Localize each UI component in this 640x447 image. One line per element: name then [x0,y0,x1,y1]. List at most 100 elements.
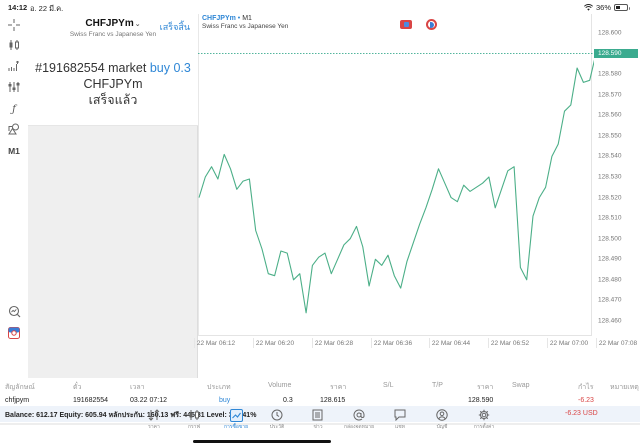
chat-icon [382,408,418,422]
symbol-description: Swiss Franc vs Japanese Yen [69,31,157,38]
done-button[interactable]: เสร็จสิ้น [159,22,190,32]
quick-buy-button[interactable] [426,19,437,30]
quick-sell-button[interactable] [400,20,412,29]
cell-symbol: chfjpym [5,397,30,404]
price-axis-label: 128.570 [598,91,622,99]
buy-icon [430,22,434,28]
time-axis[interactable]: 22 Mar 06:12 22 Mar 06:20 22 Mar 06:28 22 M… [194,338,640,350]
time-axis-label: 22 Mar 06:44 [431,340,471,347]
indicators-button[interactable] [4,57,24,75]
tab-history[interactable]: ประวัติ [259,408,295,431]
settings-icon [466,408,502,422]
symbol-selector[interactable]: CHFJPYm⌄ [28,18,198,29]
price-axis-label: 128.460 [598,317,622,325]
price-axis-label: 128.550 [598,132,622,140]
chart-plot-area[interactable] [198,14,592,336]
chart-timeframe: M1 [242,15,252,22]
tab-label: กล่องจดหมาย [343,424,375,430]
chart-icon [176,408,212,422]
cell-open-price: 128.615 [320,397,346,404]
account-icon [424,408,460,422]
order-status-text: เสร็จแล้ว [88,93,138,107]
timeframe-button[interactable]: M1 [8,146,20,156]
bottom-tab-bar: ราคา กราฟ การซื้อขาย ประวัติ ข่าว กล่องจดหมาย… [0,404,640,447]
tab-settings[interactable]: การตั้งค่า [466,408,502,431]
time-axis-tick [194,338,195,348]
quotes-icon [136,408,172,422]
price-chart[interactable]: CHFJPYm • M1 Swiss Franc vs Japanese Yen… [194,14,640,350]
price-axis-label: 128.600 [598,29,622,37]
history-icon [259,408,295,422]
chart-search-button[interactable] [4,302,24,320]
trade-result-card: CHFJPYm⌄ เสร็จสิ้น Swiss Franc vs Japane… [28,14,198,126]
column-header[interactable]: ราคา [477,384,494,391]
time-axis-tick [253,338,254,348]
column-header[interactable]: Swap [512,382,530,389]
column-header[interactable]: ตั๋ว [73,384,82,391]
tab-label: แชท [395,424,405,430]
table-row[interactable]: chfjpym 191682554 03.22 07:12 buy 0.3 12… [0,393,640,408]
column-header[interactable]: ราคา [330,384,347,391]
trade-icon [218,408,254,422]
time-axis-label: 22 Mar 06:20 [255,340,295,347]
divider [0,423,640,425]
tab-label: บัญชี [436,424,448,430]
price-polyline [198,59,594,314]
order-ticket-text: #191682554 market [35,61,147,75]
time-axis-label: 22 Mar 07:00 [549,340,589,347]
time-axis-label: 22 Mar 06:36 [373,340,413,347]
column-header[interactable]: ประเภท [207,384,231,391]
price-axis-label: 128.490 [598,255,622,263]
tab-account[interactable]: บัญชี [424,408,460,431]
total-profit: -6.23 USD [565,410,598,417]
tab-quotes[interactable]: ราคา [136,408,172,431]
one-click-trading-button[interactable] [4,324,24,342]
price-line [198,53,594,314]
status-right: 36% [584,3,630,12]
column-header[interactable]: หมายเหตุ [610,384,639,391]
price-axis-label: 128.480 [598,276,622,284]
one-click-trading-icon [8,327,20,339]
crosshair-button[interactable] [4,16,24,34]
function-icon[interactable]: ƒ [12,103,16,115]
chart-settings-button[interactable] [4,78,24,96]
price-axis-label: 128.470 [598,296,622,304]
chart-type-button[interactable] [4,36,24,54]
tab-label: ประวัติ [269,424,285,430]
column-header[interactable]: Volume [268,382,292,389]
objects-button[interactable] [4,120,24,138]
tab-trade[interactable]: การซื้อขาย [218,408,254,431]
tab-label: ข่าว [313,424,323,430]
tab-label: การตั้งค่า [473,424,495,430]
home-indicator[interactable] [193,440,331,443]
cell-ticket: 191682554 [73,397,109,404]
price-axis-label: 128.530 [598,173,622,181]
price-axis-label: 128.510 [598,214,622,222]
account-summary-bar: Balance: 612.17 Equity: 605.94 หลักประกั… [0,406,640,422]
time-axis-tick [596,338,597,348]
time-axis-label: 22 Mar 06:28 [314,340,354,347]
tab-chat[interactable]: แชท [382,408,418,431]
column-header[interactable]: T/P [432,382,443,389]
chart-description: Swiss Franc vs Japanese Yen [202,23,289,30]
time-axis-label: 22 Mar 07:08 [598,340,638,347]
trade-table: สัญลักษณ์ ตั๋ว เวลา ประเภท Volume ราคา S/L T/P ร… [0,378,640,408]
time-axis-tick [429,338,430,348]
tab-chart[interactable]: กราฟ [176,408,212,431]
price-axis[interactable]: 128.590 128.600 128.580 128.570 128.560 128.… [594,14,640,336]
tab-news[interactable]: ข่าว [300,408,336,431]
column-header[interactable]: สัญลักษณ์ [5,384,35,391]
column-header[interactable]: เวลา [130,384,145,391]
column-header[interactable]: S/L [383,382,394,389]
tab-mailbox[interactable]: กล่องจดหมาย [341,408,377,431]
crosshair-icon [8,19,20,31]
cell-profit: -6.23 [578,397,594,404]
trade-result-message: #191682554 market buy 0.3 CHFJPYm เสร็จแ… [28,60,198,108]
price-axis-label: 128.500 [598,235,622,243]
column-header[interactable]: กำไร [578,384,594,391]
shapes-icon [8,123,19,135]
time-axis-tick [371,338,372,348]
indicators-icon [8,61,19,71]
chart-search-icon [8,305,20,317]
